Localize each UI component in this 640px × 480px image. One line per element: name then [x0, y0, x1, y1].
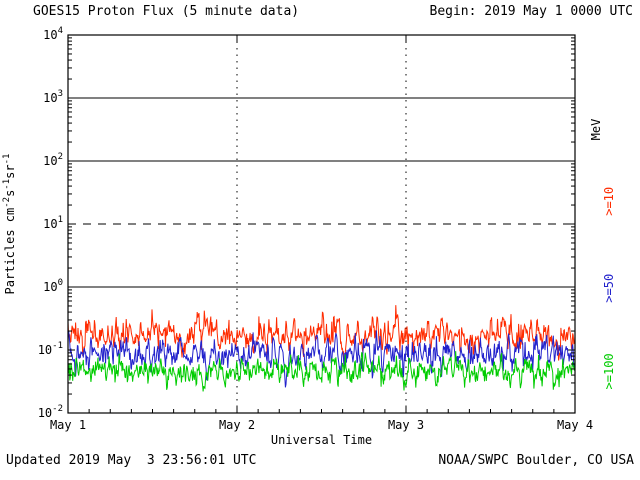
legend-label-10: >=10: [602, 187, 616, 216]
chart-title: GOES15 Proton Flux (5 minute data): [33, 4, 299, 19]
x-tick-label: May 4: [557, 418, 593, 432]
x-tick-label: May 3: [388, 418, 424, 432]
series-line->=100-MeV: [68, 351, 575, 392]
y-tick-label: 102: [43, 152, 63, 168]
y-tick-label: 103: [43, 89, 63, 105]
updated-label: Updated 2019 May 3 23:56:01 UTC: [6, 453, 256, 468]
y-axis-title: Particles cm-2s-1sr-1: [2, 154, 17, 295]
begin-label: Begin: 2019 May 1 0000 UTC: [430, 4, 634, 19]
y-tick-label: 10-2: [38, 404, 63, 420]
y-tick-label: 101: [43, 215, 63, 231]
series-line->=50-MeV: [68, 330, 575, 388]
y-tick-label: 104: [43, 26, 63, 42]
y-tick-label: 100: [43, 278, 63, 294]
x-axis-title: Universal Time: [271, 433, 372, 447]
legend-label-50: >=50: [602, 274, 616, 303]
y-tick-label: 10-1: [38, 341, 63, 357]
series-line->=10-MeV: [68, 305, 575, 369]
legend-label-100: >=100: [602, 353, 616, 389]
source-label: NOAA/SWPC Boulder, CO USA: [438, 453, 634, 468]
legend-label-MeV: MeV: [589, 119, 603, 141]
x-tick-label: May 1: [50, 418, 86, 432]
x-tick-label: May 2: [219, 418, 255, 432]
